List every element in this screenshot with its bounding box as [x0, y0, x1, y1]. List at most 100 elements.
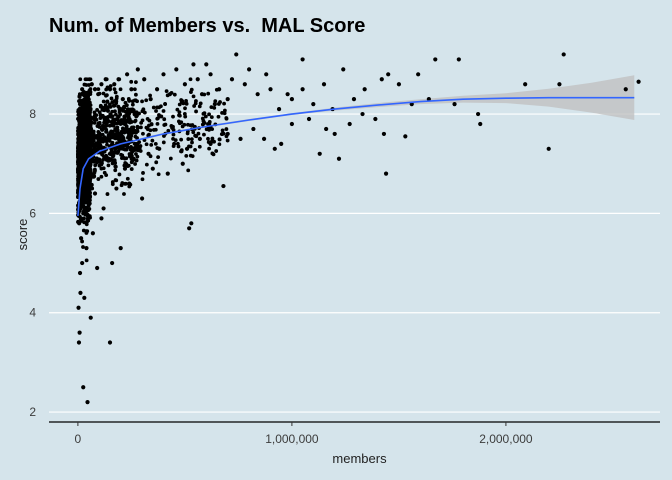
data-point [188, 153, 193, 158]
data-point [177, 113, 182, 118]
data-point [91, 175, 96, 179]
data-point [137, 140, 142, 145]
data-point [120, 134, 125, 139]
data-point [76, 305, 81, 310]
data-point [101, 126, 105, 131]
data-point [207, 121, 212, 126]
data-point [78, 120, 83, 125]
data-point [180, 161, 185, 166]
data-point [84, 258, 89, 263]
data-point [179, 120, 184, 125]
data-point [104, 127, 109, 132]
data-point [169, 124, 174, 128]
data-point [129, 152, 134, 157]
data-point [83, 187, 88, 191]
data-point [134, 80, 138, 85]
data-point [92, 143, 97, 148]
data-point [82, 200, 87, 204]
data-point [122, 114, 127, 119]
x-tick-label: 1,000,000 [265, 432, 319, 446]
data-point [99, 174, 104, 179]
data-point [95, 108, 100, 112]
data-point [116, 114, 121, 119]
data-point [77, 270, 83, 276]
data-point [129, 87, 134, 92]
y-tick-label: 6 [29, 206, 36, 220]
data-point [107, 152, 112, 156]
data-point [141, 131, 145, 136]
data-point [300, 87, 305, 92]
data-point [111, 129, 115, 134]
data-point [144, 142, 149, 147]
data-point [84, 222, 89, 227]
data-point [114, 96, 119, 101]
data-point [193, 148, 197, 152]
data-point [77, 221, 82, 226]
x-axis-title: members [332, 451, 387, 466]
data-point [114, 150, 118, 155]
data-point [546, 146, 551, 151]
data-point [171, 136, 175, 141]
data-point [96, 138, 101, 143]
data-point [87, 192, 92, 197]
data-point [105, 192, 110, 196]
data-point [198, 101, 203, 106]
data-point [207, 146, 212, 151]
data-point [324, 126, 329, 132]
data-point [131, 109, 136, 114]
data-point [79, 163, 84, 168]
data-point [77, 115, 82, 120]
data-point [222, 101, 226, 106]
data-point [135, 67, 140, 72]
data-point [80, 112, 85, 117]
data-point [77, 330, 82, 335]
data-point [87, 137, 92, 142]
data-point [119, 145, 123, 150]
data-point [113, 164, 118, 169]
data-point [171, 114, 175, 119]
data-point [82, 82, 87, 87]
data-point [191, 62, 196, 67]
data-point [289, 97, 295, 102]
data-point [127, 181, 132, 186]
data-point [561, 52, 566, 57]
data-point [137, 145, 142, 150]
data-point [124, 181, 128, 186]
data-point [146, 151, 151, 156]
data-point [272, 146, 277, 151]
data-point [210, 151, 215, 156]
data-point [184, 146, 190, 151]
data-point [306, 116, 312, 122]
data-point [77, 92, 82, 97]
data-point [122, 192, 126, 196]
data-point [87, 206, 92, 211]
data-point [177, 102, 182, 107]
data-point [148, 97, 153, 102]
data-point [234, 52, 239, 57]
data-point [172, 92, 177, 97]
data-point [124, 126, 129, 131]
data-point [116, 104, 121, 109]
data-point [212, 102, 217, 107]
data-point [80, 87, 85, 92]
data-point [100, 132, 105, 137]
data-point [131, 156, 136, 161]
data-point [87, 144, 92, 148]
data-point [120, 97, 125, 102]
data-point [362, 87, 367, 92]
data-point [190, 140, 194, 145]
data-point [107, 123, 112, 128]
data-point [208, 141, 213, 146]
data-point [134, 158, 139, 163]
y-tick-label: 2 [29, 405, 36, 419]
data-point [78, 77, 83, 82]
data-point [127, 184, 132, 189]
data-point [87, 147, 92, 152]
data-point [82, 177, 87, 182]
data-point [100, 123, 105, 128]
data-point [188, 123, 193, 128]
data-point [85, 173, 90, 178]
data-point [87, 100, 92, 105]
data-point [92, 87, 98, 92]
data-point [217, 87, 222, 92]
